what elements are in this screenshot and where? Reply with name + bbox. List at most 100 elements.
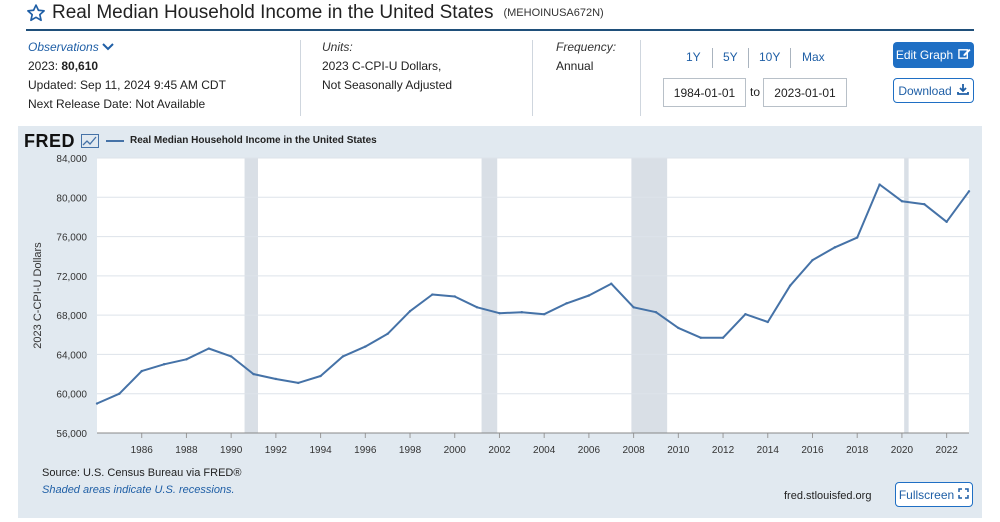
range-1y-button[interactable]: 1Y [686, 50, 701, 64]
data-point [229, 355, 233, 358]
data-point [811, 258, 814, 262]
x-tick-label: 2000 [444, 445, 467, 456]
data-point [945, 220, 948, 224]
data-point [677, 326, 680, 330]
data-point [744, 312, 747, 316]
x-tick-label: 2022 [936, 445, 959, 456]
chevron-down-icon[interactable] [102, 38, 114, 57]
data-point [95, 402, 99, 405]
frequency-block: Frequency: Annual [556, 38, 616, 76]
x-tick-label: 2004 [533, 445, 556, 456]
data-point [386, 332, 389, 336]
range-separator [748, 48, 749, 68]
range-separator [712, 48, 713, 68]
data-point [766, 320, 769, 324]
data-point [341, 355, 345, 358]
source-text: Source: U.S. Census Bureau via FRED® [42, 467, 242, 479]
data-point [565, 302, 568, 305]
download-button[interactable]: Download [893, 78, 974, 103]
x-tick-label: 1988 [175, 445, 198, 456]
data-point [498, 311, 501, 315]
edit-graph-button[interactable]: Edit Graph [893, 42, 974, 68]
observations-label[interactable]: Observations [28, 40, 99, 54]
end-date-input[interactable]: 2023-01-01 [763, 78, 847, 107]
data-point [475, 306, 479, 309]
data-point [274, 377, 278, 381]
data-point [207, 347, 210, 350]
recession-band [904, 158, 909, 433]
data-point [319, 374, 322, 378]
x-tick-label: 2006 [578, 445, 601, 456]
observations-toggle[interactable]: Observations [28, 38, 226, 57]
data-point [118, 392, 121, 395]
divider [532, 40, 533, 116]
latest-observation: 2023: 80,610 [28, 57, 226, 76]
data-point [967, 190, 971, 193]
units-line1: 2023 C-CPI-U Dollars, [322, 59, 442, 73]
edit-icon [958, 47, 971, 63]
data-point [632, 306, 635, 309]
title-row: Real Median Household Income in the Unit… [26, 0, 604, 26]
fred-logo: FRED [24, 131, 99, 153]
next-release-text: Next Release Date: Not Available [28, 97, 206, 112]
divider [640, 40, 641, 116]
x-tick-label: 1990 [220, 445, 243, 456]
x-tick-label: 1986 [131, 445, 154, 456]
range-10y-button[interactable]: 10Y [759, 50, 781, 64]
data-point [788, 284, 792, 287]
range-max-button[interactable]: Max [802, 50, 825, 64]
x-tick-label: 2014 [757, 445, 780, 456]
legend-swatch [106, 139, 124, 142]
x-tick-label: 1994 [309, 445, 332, 456]
chart-icon [80, 132, 99, 153]
fullscreen-button[interactable]: Fullscreen [895, 482, 973, 507]
recession-band [244, 158, 258, 433]
x-tick-label: 1992 [265, 445, 288, 456]
data-point [542, 312, 546, 316]
range-5y-button[interactable]: 5Y [723, 50, 738, 64]
data-point [520, 310, 524, 314]
latest-label: 2023: [28, 59, 59, 74]
x-tick-label: 1996 [354, 445, 377, 456]
x-tick-label: 2020 [891, 445, 914, 456]
data-point [699, 336, 702, 339]
x-tick-label: 2010 [667, 445, 690, 456]
data-point [587, 294, 591, 297]
x-tick-label: 2008 [622, 445, 645, 456]
data-point [408, 310, 412, 313]
fred-url[interactable]: fred.stlouisfed.org [784, 490, 872, 502]
data-point [721, 336, 725, 339]
range-separator [790, 48, 791, 68]
data-point [833, 246, 837, 249]
plot-background [97, 158, 969, 433]
data-point [252, 372, 255, 376]
start-date-input[interactable]: 1984-01-01 [663, 78, 746, 107]
units-label: Units: [322, 40, 353, 54]
fullscreen-icon [958, 487, 969, 502]
x-tick-label: 2002 [488, 445, 511, 456]
data-point [654, 310, 658, 314]
data-point [923, 202, 926, 206]
x-tick-label: 2012 [712, 445, 735, 456]
units-block: Units: 2023 C-CPI-U Dollars, Not Seasona… [322, 38, 452, 95]
latest-value: 80,610 [61, 59, 99, 74]
y-tick-label: 76,000 [56, 233, 87, 244]
data-point [140, 369, 143, 373]
date-range-to-label: to [750, 85, 761, 99]
data-point [900, 200, 904, 203]
x-tick-label: 2018 [846, 445, 869, 456]
data-point [856, 236, 859, 239]
series-line [96, 183, 970, 405]
page-title: Real Median Household Income in the Unit… [52, 2, 494, 23]
download-label: Download [898, 83, 952, 98]
y-tick-label: 64,000 [56, 350, 87, 361]
frequency-label: Frequency: [556, 40, 617, 54]
divider [300, 40, 301, 116]
chart-panel: FRED Real Median Household Income in the… [18, 126, 982, 518]
recession-note: Shaded areas indicate U.S. recessions. [42, 484, 235, 496]
data-point [364, 345, 367, 348]
legend-label: Real Median Household Income in the Unit… [130, 135, 377, 146]
star-icon[interactable] [26, 3, 46, 23]
edit-graph-label: Edit Graph [895, 48, 954, 62]
x-tick-label: 1998 [399, 445, 422, 456]
